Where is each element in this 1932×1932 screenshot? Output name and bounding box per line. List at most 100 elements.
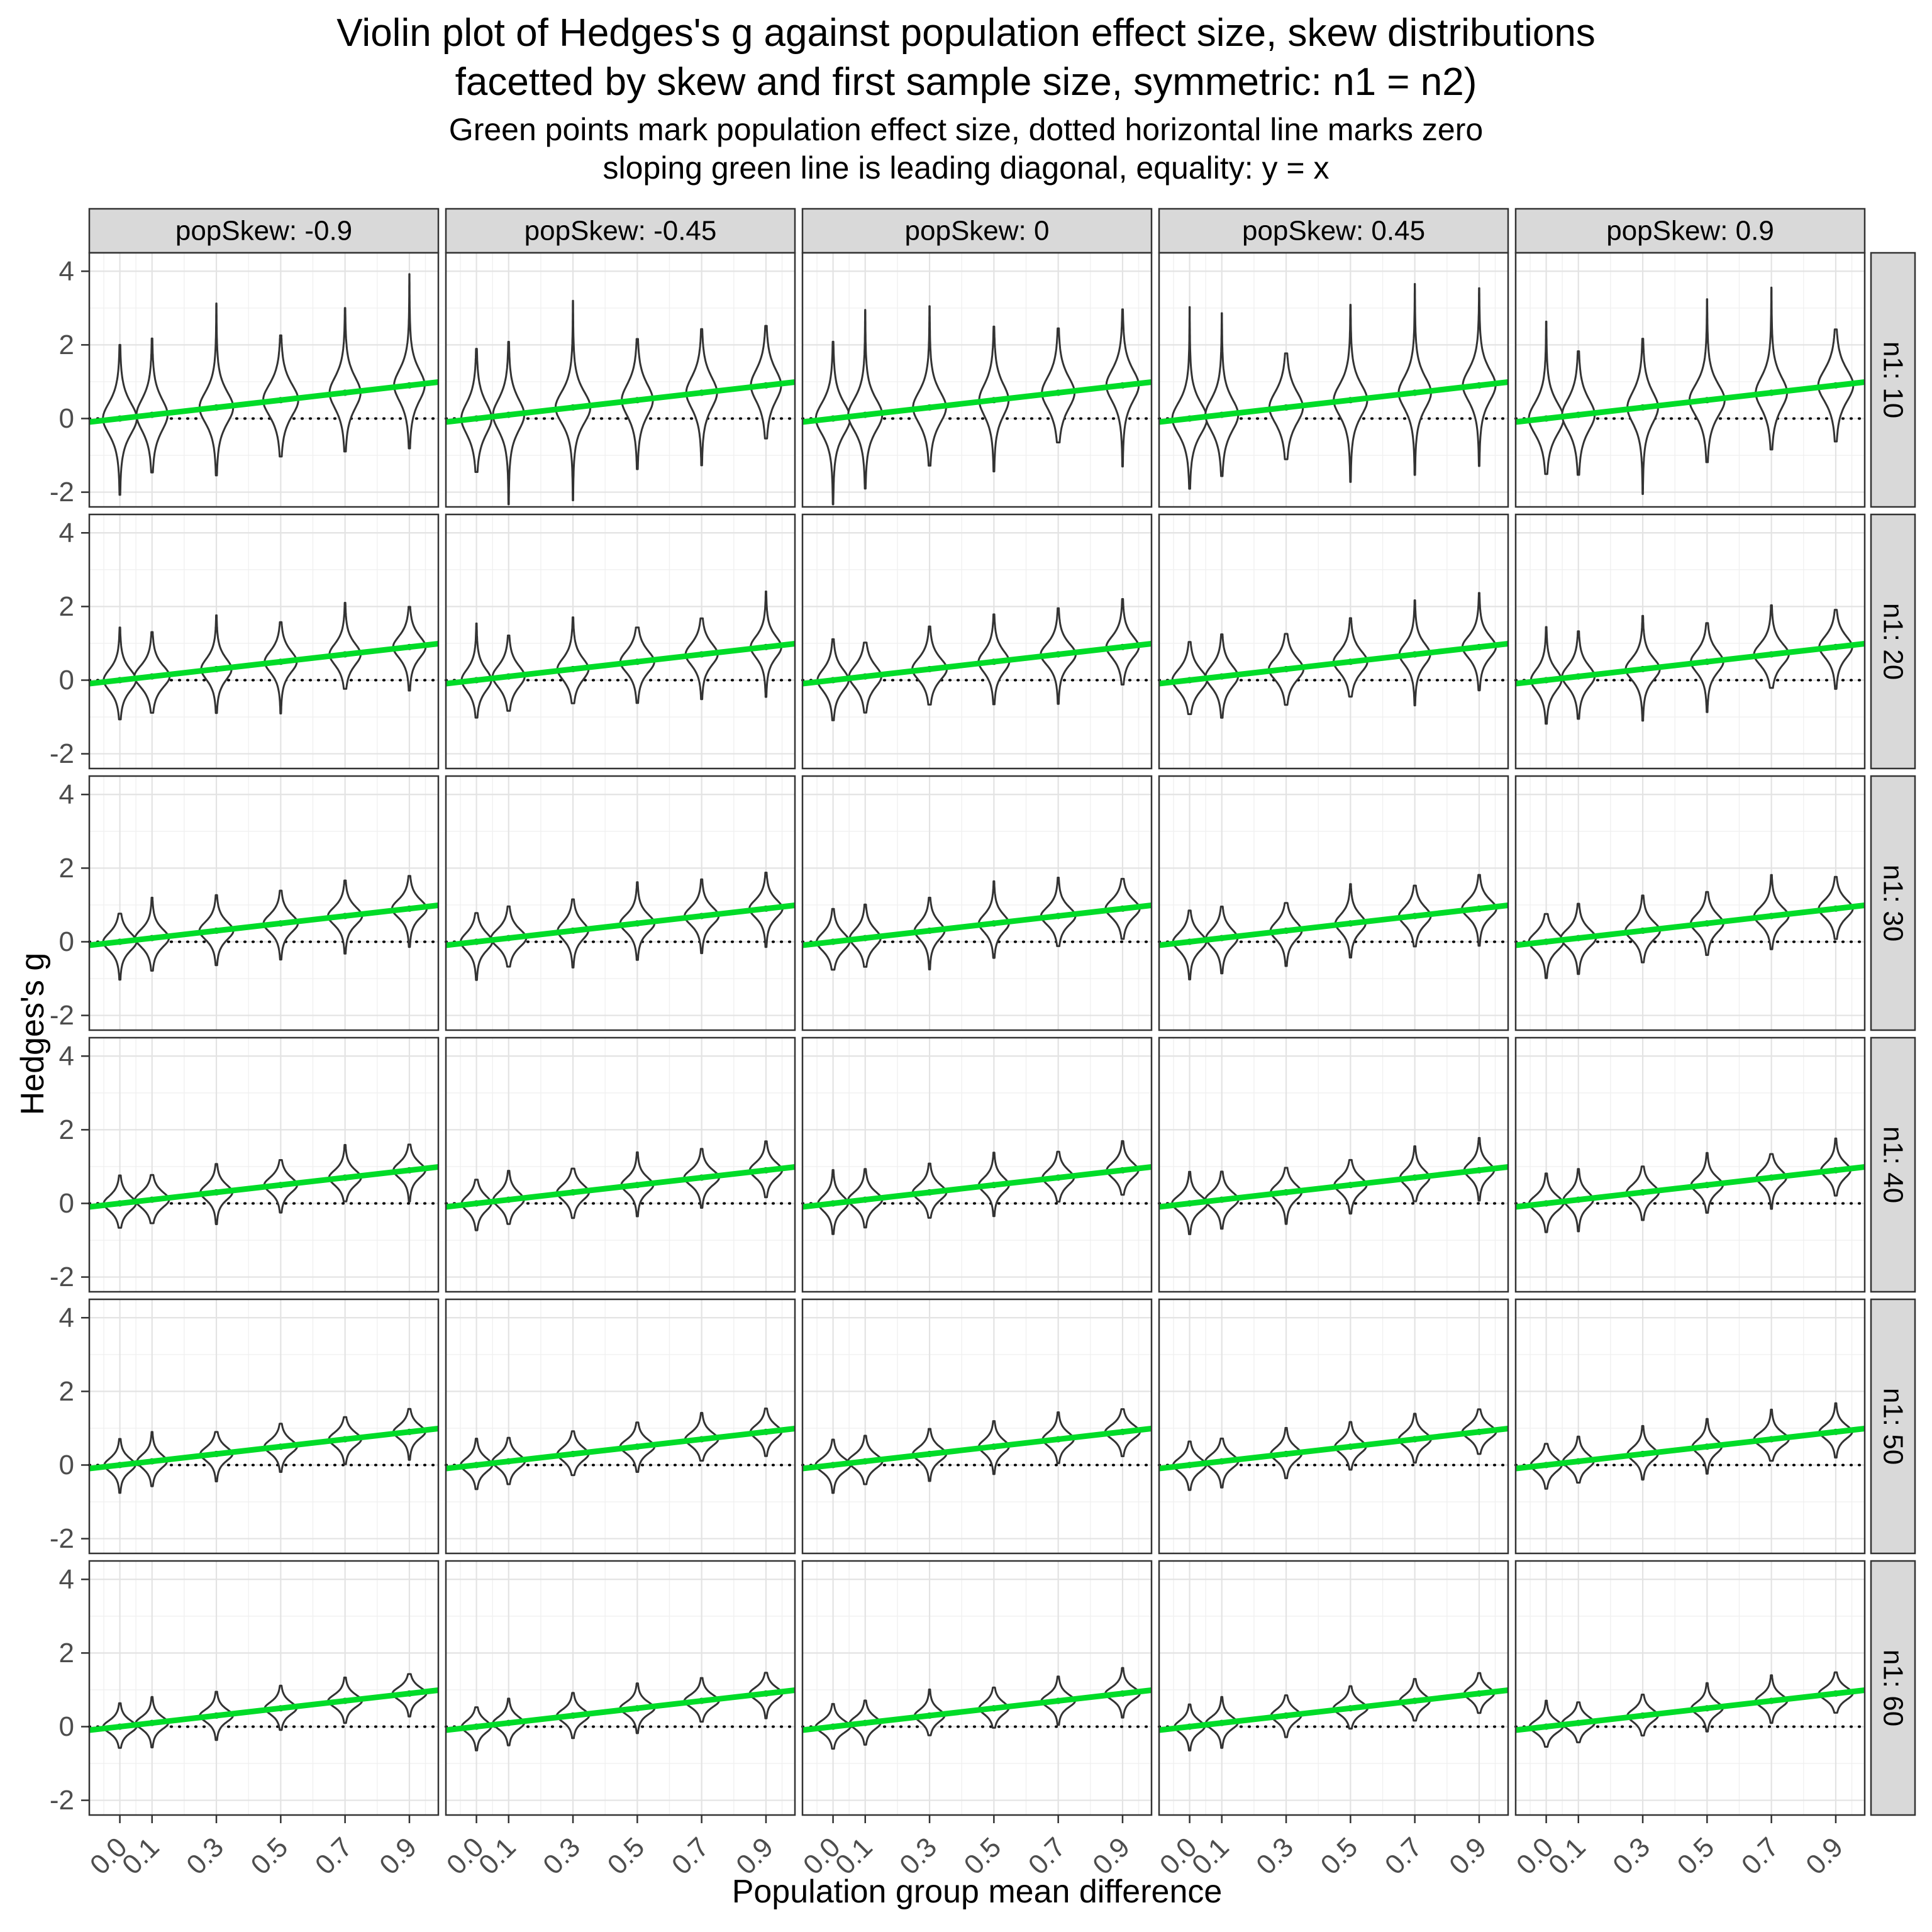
violin	[911, 625, 948, 706]
y-tick-label: 4	[59, 1041, 74, 1072]
y-tick-label: 0	[59, 403, 74, 434]
panel-border	[1514, 1036, 1866, 1293]
diagonal-line	[89, 902, 439, 948]
facet-strip-row-label: n1: 20	[1878, 603, 1909, 680]
grid-minor	[1516, 1561, 1865, 1815]
x-axis: 0.00.1 0.3 0.5 0.7 0.9	[797, 1815, 1136, 1880]
violin	[1530, 626, 1563, 725]
y-tick-label: -2	[50, 1523, 74, 1554]
violin	[814, 340, 852, 506]
violin	[1820, 1137, 1852, 1197]
violin-panel	[1158, 1036, 1509, 1293]
y-tick-label: 2	[59, 1114, 74, 1145]
violin	[328, 602, 362, 690]
violin-panel	[801, 513, 1153, 770]
y-tick-label: -2	[50, 1785, 74, 1816]
facet-strip-row-label: n1: 60	[1878, 1650, 1909, 1726]
panel-border	[801, 1298, 1153, 1555]
violin	[1461, 592, 1497, 692]
y-tick-label: 2	[59, 853, 74, 884]
violin-panel	[445, 1560, 796, 1816]
violin	[619, 626, 655, 704]
diagonal-line	[89, 1164, 439, 1210]
violin-panel	[1514, 252, 1866, 508]
grid-minor	[1159, 1299, 1508, 1553]
violin	[685, 328, 718, 467]
facet-strip-col-label: popSkew: 0	[905, 216, 1050, 247]
violin-panel	[1514, 775, 1866, 1031]
violin	[460, 912, 494, 981]
panel-border	[801, 513, 1153, 770]
y-tick-label: 4	[59, 779, 74, 810]
panel-border	[1158, 1298, 1509, 1555]
diagonal-line	[1158, 902, 1509, 948]
violin	[556, 616, 590, 704]
panel-border	[1514, 1560, 1866, 1816]
panel-border	[445, 775, 796, 1031]
violin	[1105, 598, 1140, 686]
violin	[1688, 298, 1726, 464]
facet-strip-col-label: popSkew: -0.9	[175, 216, 352, 247]
grid-minor	[89, 514, 438, 769]
violin	[1041, 327, 1076, 443]
y-tick-label: -2	[50, 1000, 74, 1031]
panel-border	[1158, 252, 1509, 508]
diagonal-line	[1515, 641, 1865, 687]
y-tick-label: 0	[59, 926, 74, 957]
grid-minor	[89, 1299, 438, 1553]
diagonal-line	[1158, 641, 1509, 687]
grid-minor	[446, 1561, 795, 1815]
violin	[1755, 1153, 1787, 1210]
violin	[1753, 874, 1790, 950]
plot-title-line1: Violin plot of Hedges's g against popula…	[336, 11, 1596, 55]
facet-strip-col: popSkew: 0.45	[1158, 208, 1509, 254]
diagonal-line	[445, 641, 796, 687]
violin	[460, 348, 493, 473]
grid-minor	[802, 1038, 1152, 1292]
x-axis-title: Population group mean difference	[731, 1874, 1223, 1910]
grid-minor	[1516, 1038, 1865, 1292]
panel-border	[1158, 775, 1509, 1031]
diagonal-line	[1515, 1426, 1865, 1472]
violin-panel	[1158, 1298, 1509, 1555]
violin	[198, 303, 235, 477]
violin	[1399, 1145, 1431, 1202]
panel-border	[801, 775, 1153, 1031]
facet-strip-row-label: n1: 50	[1878, 1388, 1909, 1465]
violin-panel	[445, 775, 796, 1031]
violin-panel	[445, 1036, 796, 1293]
grid-minor	[802, 253, 1152, 507]
violin	[1462, 287, 1497, 467]
diagonal-line	[802, 641, 1152, 687]
facet-strip-col: popSkew: 0.9	[1514, 208, 1866, 254]
y-tick-label: 0	[59, 1711, 74, 1742]
violin	[1397, 283, 1432, 476]
panel-border	[1514, 1298, 1866, 1555]
y-tick-label: -2	[50, 477, 74, 508]
y-tick-label: 0	[59, 665, 74, 696]
violin-panel	[801, 252, 1153, 508]
x-axis: 0.00.1 0.3 0.5 0.7 0.9	[84, 1815, 423, 1880]
grid-minor	[1159, 1038, 1508, 1292]
violin	[102, 913, 138, 981]
diagonal-line	[802, 379, 1152, 425]
violin-panel	[801, 1560, 1153, 1816]
grid-minor	[1159, 776, 1508, 1030]
plot-title-line2: facetted by skew and first sample size, …	[455, 60, 1477, 104]
panel-border	[88, 1298, 440, 1555]
violin	[977, 880, 1010, 959]
y-tick-label: 2	[59, 330, 74, 360]
panel-border	[445, 1298, 796, 1555]
y-tick-label: 2	[59, 591, 74, 622]
grid-minor	[89, 1561, 438, 1815]
y-axis-title: Hedges's g	[14, 952, 51, 1116]
grid-minor	[89, 776, 438, 1030]
violin	[491, 635, 526, 712]
facet-strip-col: popSkew: 0	[801, 208, 1153, 254]
diagonal-line	[1158, 1687, 1509, 1733]
panel-border	[445, 513, 796, 770]
violin-panel	[88, 252, 440, 508]
grid-minor	[89, 253, 438, 507]
violin-panel	[88, 775, 440, 1031]
